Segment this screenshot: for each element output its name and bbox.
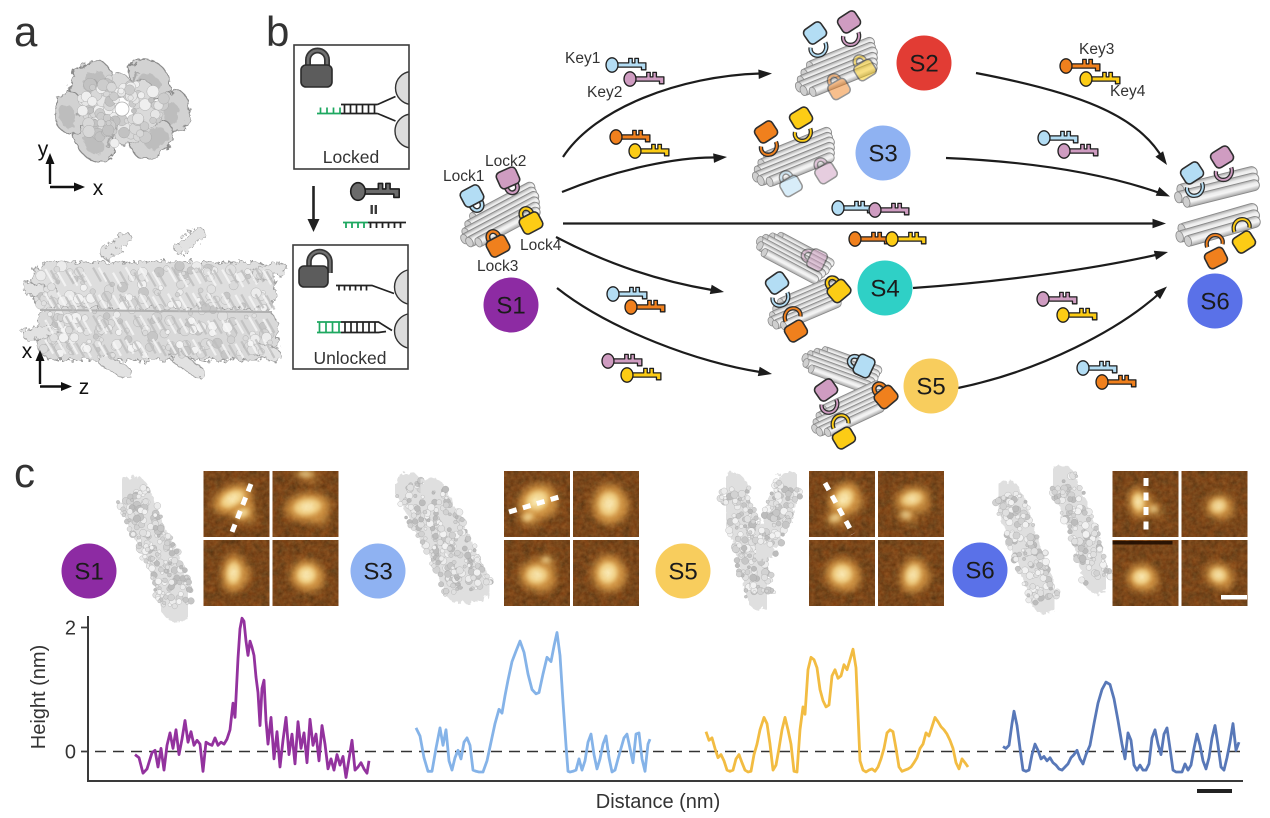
svg-text:S1: S1 <box>74 558 103 585</box>
svg-text:z: z <box>79 376 90 399</box>
svg-text:S6: S6 <box>1200 288 1229 315</box>
svg-text:S5: S5 <box>916 373 945 400</box>
svg-text:Key1: Key1 <box>565 50 600 67</box>
svg-text:x: x <box>22 340 33 363</box>
svg-text:0: 0 <box>65 742 76 764</box>
svg-text:Lock4: Lock4 <box>520 237 562 254</box>
svg-text:S3: S3 <box>363 558 392 585</box>
svg-text:Locked: Locked <box>323 147 379 167</box>
svg-text:c: c <box>14 449 35 496</box>
svg-text:Lock2: Lock2 <box>485 153 526 170</box>
svg-text:Unlocked: Unlocked <box>314 348 387 368</box>
svg-text:S4: S4 <box>870 275 899 302</box>
svg-text:a: a <box>14 8 38 55</box>
svg-text:b: b <box>266 8 289 55</box>
svg-text:S6: S6 <box>965 557 994 584</box>
svg-text:y: y <box>38 138 49 161</box>
svg-text:Key4: Key4 <box>1110 83 1146 100</box>
svg-text:Height (nm): Height (nm) <box>28 645 50 749</box>
svg-text:Lock3: Lock3 <box>477 258 518 275</box>
svg-text:Key2: Key2 <box>587 84 622 101</box>
svg-text:S2: S2 <box>909 50 938 77</box>
svg-text:Distance (nm): Distance (nm) <box>596 791 720 813</box>
svg-text:x: x <box>93 177 104 200</box>
svg-text:2: 2 <box>65 618 76 640</box>
svg-text:S3: S3 <box>868 140 897 167</box>
svg-text:Lock1: Lock1 <box>443 168 484 185</box>
svg-text:S1: S1 <box>496 292 525 319</box>
svg-text:Key3: Key3 <box>1079 41 1114 58</box>
svg-text:S5: S5 <box>668 558 697 585</box>
